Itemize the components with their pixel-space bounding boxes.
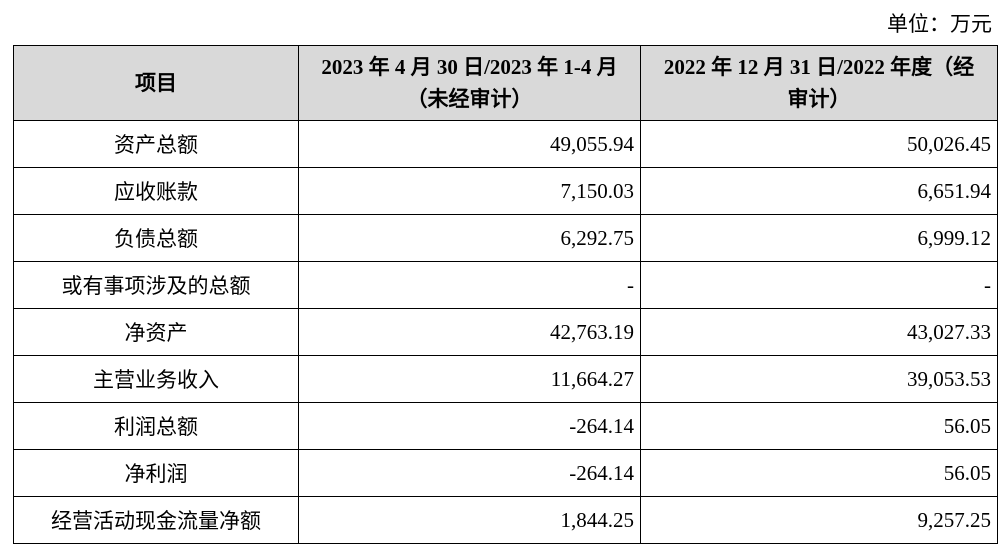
header-cell: 2023 年 4 月 30 日/2023 年 1-4 月（未经审计） [298, 45, 641, 121]
header-cell: 2022 年 12 月 31 日/2022 年度（经审计） [640, 45, 998, 121]
table-row: 资产总额 49,055.94 50,026.45 [13, 120, 998, 168]
value-cell: 49,055.94 [298, 120, 641, 168]
row-label: 净利润 [13, 449, 299, 497]
table-row: 主营业务收入 11,664.27 39,053.53 [13, 355, 998, 403]
row-label: 应收账款 [13, 167, 299, 215]
table-row: 净资产 42,763.19 43,027.33 [13, 308, 998, 356]
table-row: 经营活动现金流量净额 1,844.25 9,257.25 [13, 496, 998, 544]
table-row: 利润总额 -264.14 56.05 [13, 402, 998, 450]
value-cell: 6,999.12 [640, 214, 998, 262]
unit-label: 单位：万元 [887, 12, 992, 36]
value-cell: 6,651.94 [640, 167, 998, 215]
value-cell: 50,026.45 [640, 120, 998, 168]
data-table: 项目 2023 年 4 月 30 日/2023 年 1-4 月（未经审计） 20… [13, 45, 998, 544]
value-cell: - [640, 261, 998, 309]
value-cell: -264.14 [298, 402, 641, 450]
value-cell: 11,664.27 [298, 355, 641, 403]
value-cell: 43,027.33 [640, 308, 998, 356]
table-row: 负债总额 6,292.75 6,999.12 [13, 214, 998, 262]
header-row: 项目 2023 年 4 月 30 日/2023 年 1-4 月（未经审计） 20… [13, 45, 998, 121]
header-cell: 项目 [13, 45, 299, 121]
value-cell: 9,257.25 [640, 496, 998, 544]
value-cell: 42,763.19 [298, 308, 641, 356]
table-body: 资产总额 49,055.94 50,026.45 应收账款 7,150.03 6,651.… [13, 120, 998, 544]
table-row: 净利润 -264.14 56.05 [13, 449, 998, 497]
row-label: 经营活动现金流量净额 [13, 496, 299, 544]
row-label: 利润总额 [13, 402, 299, 450]
value-cell: -264.14 [298, 449, 641, 497]
value-cell: 7,150.03 [298, 167, 641, 215]
value-cell: - [298, 261, 641, 309]
row-label: 主营业务收入 [13, 355, 299, 403]
value-cell: 56.05 [640, 402, 998, 450]
row-label: 资产总额 [13, 120, 299, 168]
value-cell: 6,292.75 [298, 214, 641, 262]
table-row: 或有事项涉及的总额 - - [13, 261, 998, 309]
value-cell: 39,053.53 [640, 355, 998, 403]
row-label: 负债总额 [13, 214, 299, 262]
row-label: 净资产 [13, 308, 299, 356]
table-row: 应收账款 7,150.03 6,651.94 [13, 167, 998, 215]
value-cell: 1,844.25 [298, 496, 641, 544]
row-label: 或有事项涉及的总额 [13, 261, 299, 309]
value-cell: 56.05 [640, 449, 998, 497]
